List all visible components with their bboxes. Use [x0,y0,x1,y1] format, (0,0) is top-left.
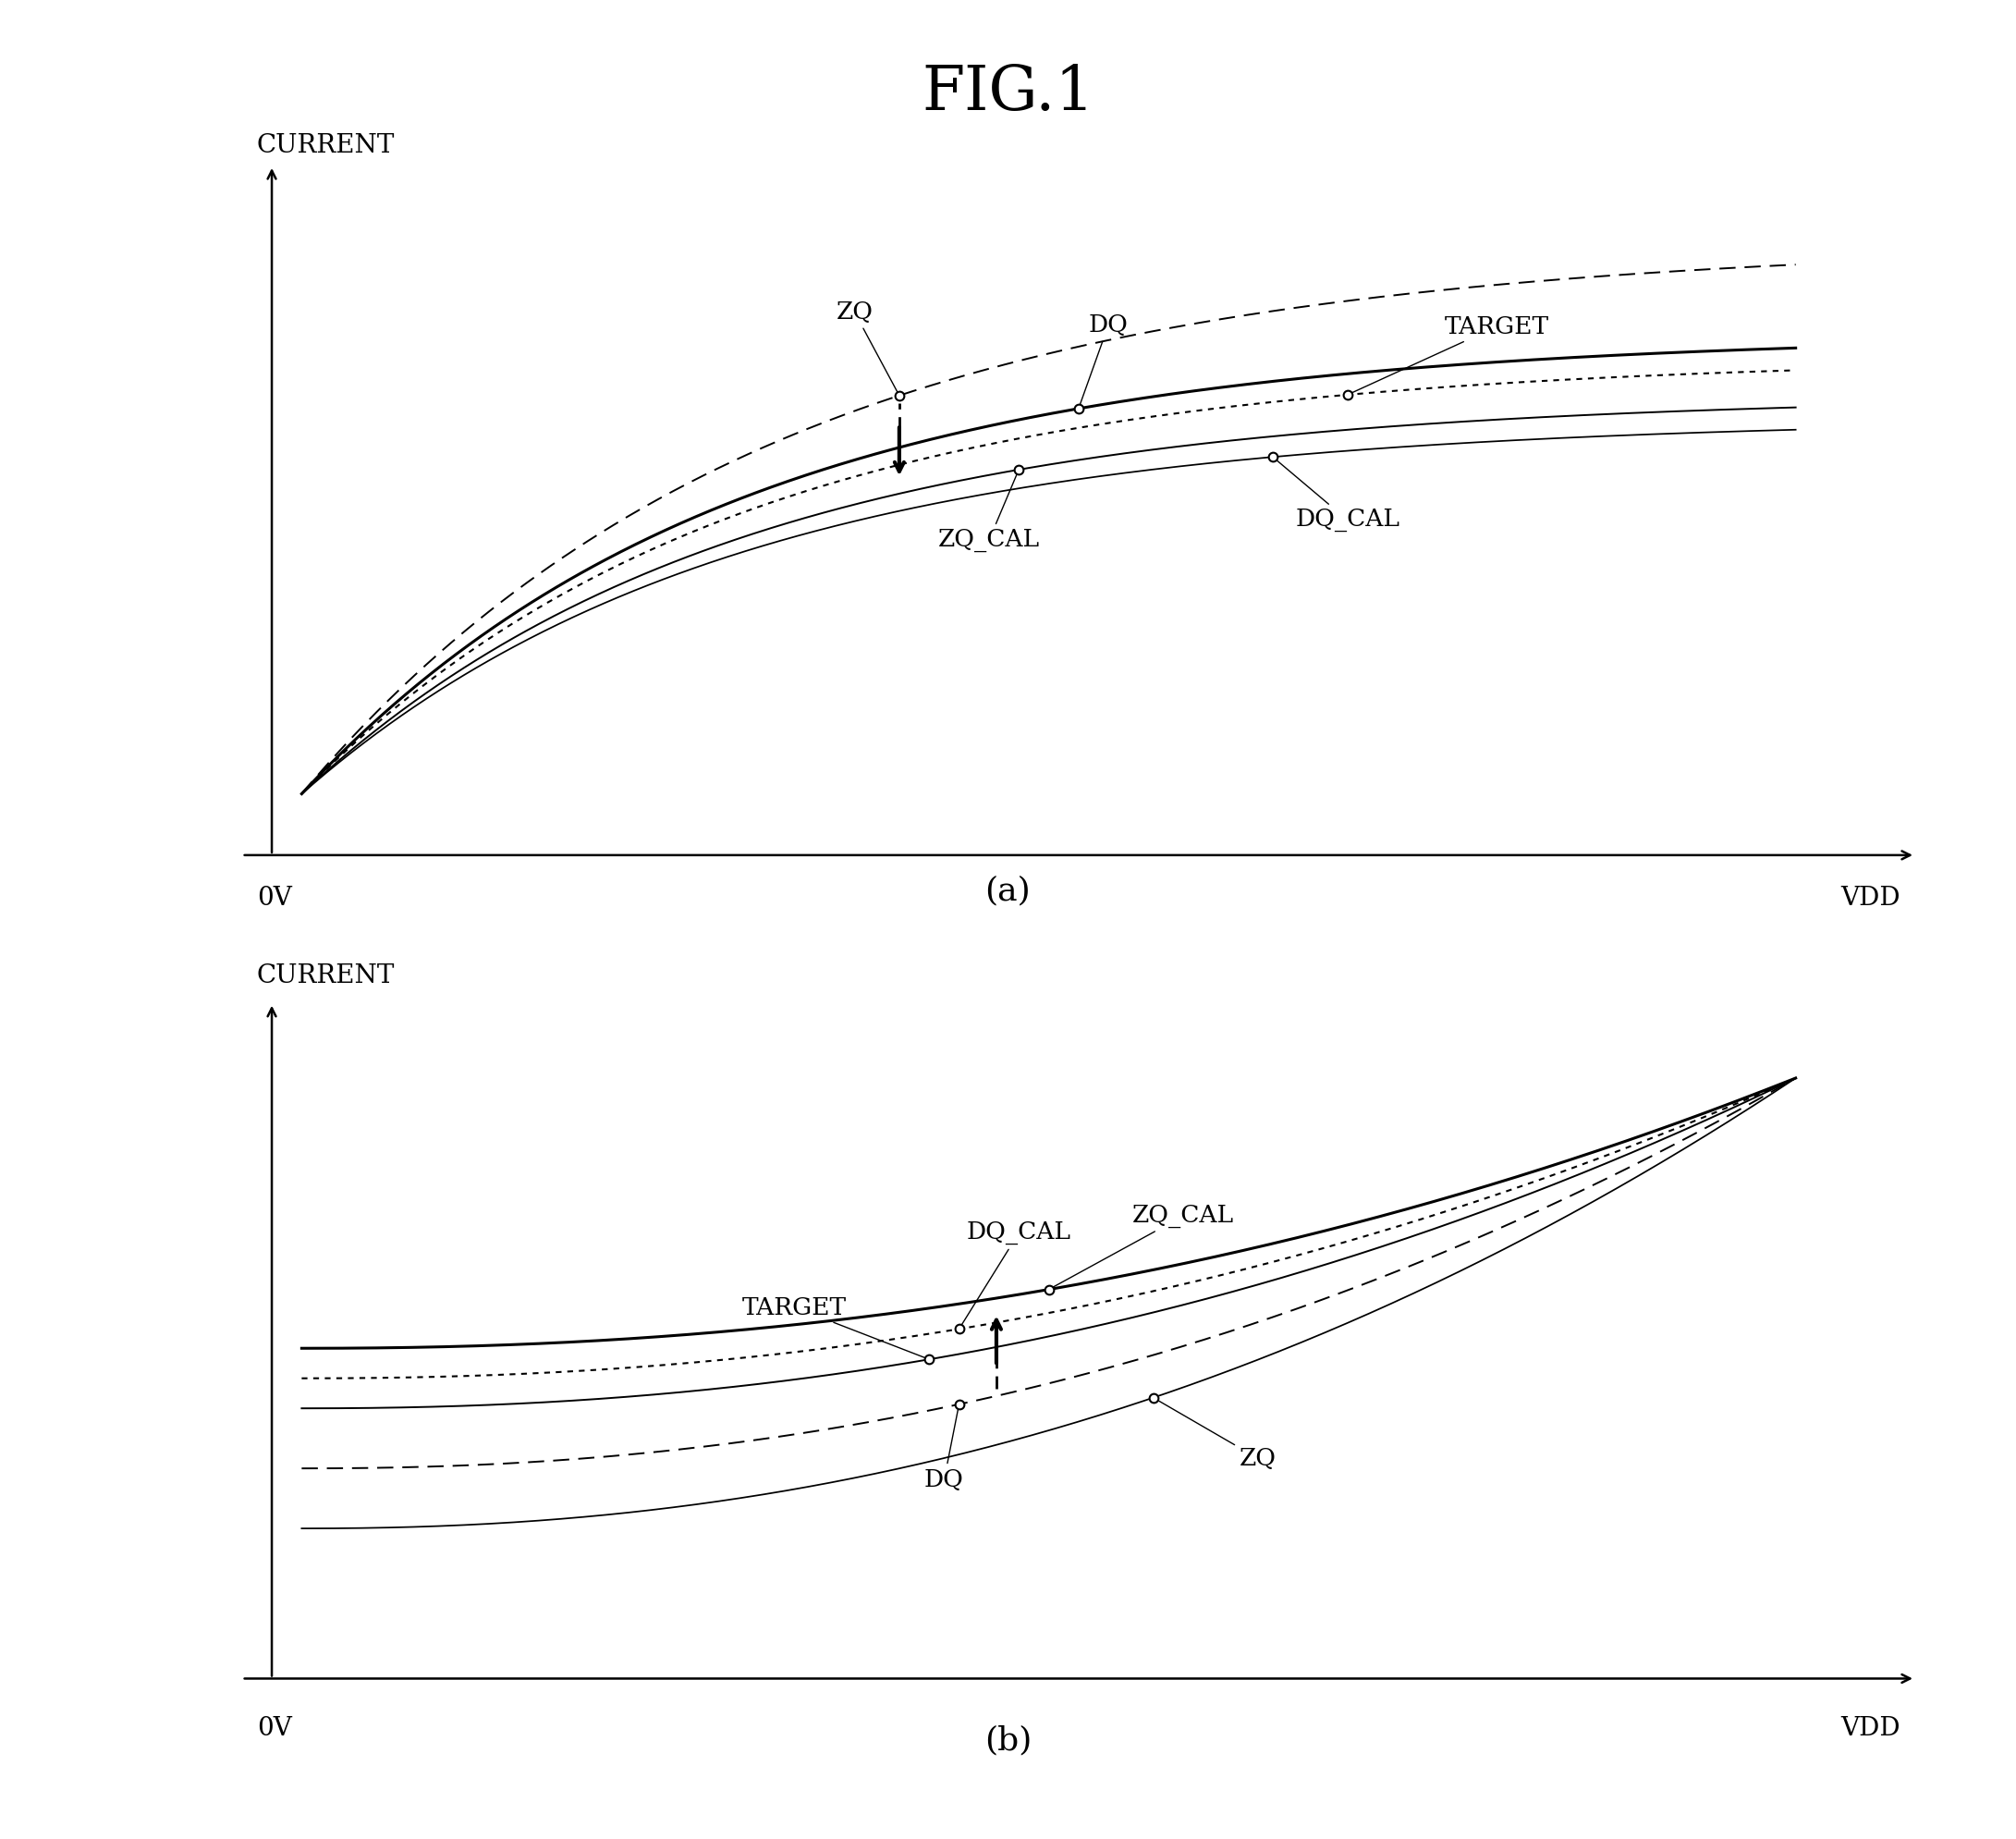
Text: ZQ: ZQ [1155,1399,1276,1469]
Text: 0V: 0V [256,1716,292,1742]
Text: VDD: VDD [1841,886,1901,910]
Text: FIG.1: FIG.1 [921,63,1095,123]
Text: (a): (a) [986,875,1030,907]
Text: ZQ_CAL: ZQ_CAL [937,473,1040,552]
Text: VDD: VDD [1841,1716,1901,1742]
Text: TARGET: TARGET [1351,314,1548,394]
Text: CURRENT: CURRENT [256,132,395,158]
Text: (b): (b) [984,1725,1032,1756]
Text: 0V: 0V [256,886,292,910]
Text: ZQ: ZQ [837,300,897,394]
Text: TARGET: TARGET [742,1296,927,1359]
Text: DQ: DQ [923,1407,964,1491]
Text: ZQ_CAL: ZQ_CAL [1050,1205,1234,1289]
Text: CURRENT: CURRENT [256,964,395,988]
Text: DQ: DQ [1079,313,1129,406]
Text: DQ_CAL: DQ_CAL [1274,458,1399,531]
Text: DQ_CAL: DQ_CAL [960,1221,1070,1326]
